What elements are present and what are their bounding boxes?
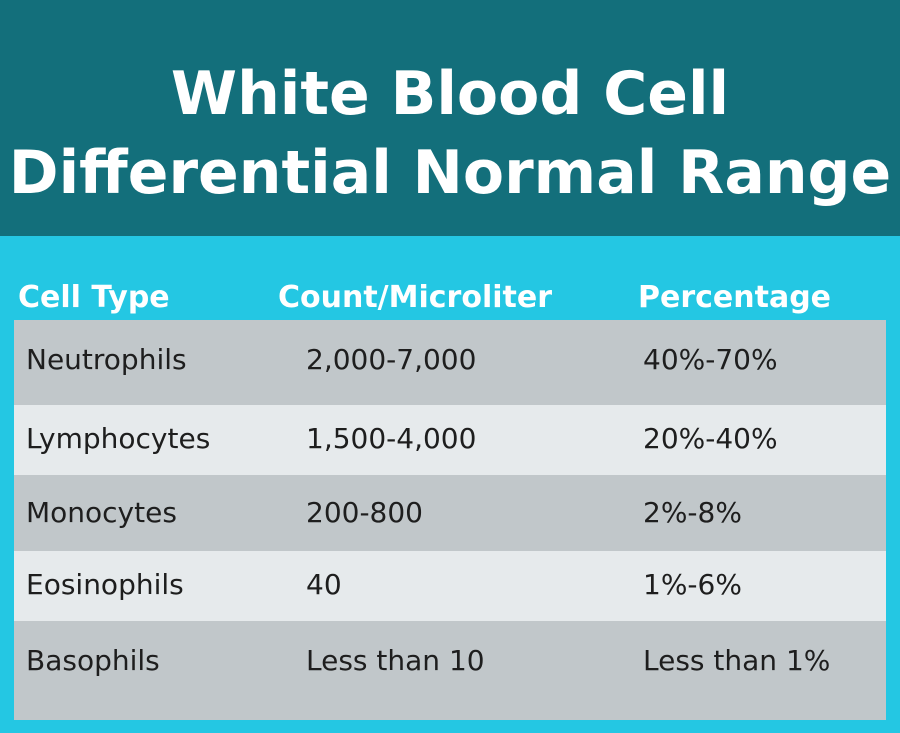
percentage-value: 40%-70% bbox=[643, 343, 778, 376]
table-row: Lymphocytes 1,500-4,000 20%-40% bbox=[14, 405, 886, 475]
cell-type-value: Monocytes bbox=[26, 496, 177, 529]
percentage-value: 1%-6% bbox=[643, 568, 742, 601]
column-header-percentage: Percentage bbox=[638, 280, 832, 315]
count-value: 2,000-7,000 bbox=[306, 343, 477, 376]
table-row: Monocytes 200-800 2%-8% bbox=[14, 475, 886, 551]
percentage-value: 20%-40% bbox=[643, 422, 778, 455]
table-row: Neutrophils 2,000-7,000 40%-70% bbox=[14, 320, 886, 405]
percentage-value: 2%-8% bbox=[643, 496, 742, 529]
cell-type-value: Neutrophils bbox=[26, 343, 187, 376]
count-value: 1,500-4,000 bbox=[306, 422, 477, 455]
cell-type-value: Lymphocytes bbox=[26, 422, 211, 455]
count-value: 40 bbox=[306, 568, 342, 601]
count-value: 200-800 bbox=[306, 496, 423, 529]
title-banner: White Blood Cell Differential Normal Ran… bbox=[0, 0, 900, 236]
column-header-cell-type: Cell Type bbox=[18, 280, 170, 315]
table-row: Basophils Less than 10 Less than 1% bbox=[14, 621, 886, 720]
range-table: Neutrophils 2,000-7,000 40%-70% Lymphocy… bbox=[14, 320, 886, 720]
percentage-value: Less than 1% bbox=[643, 644, 831, 677]
table-row: Eosinophils 40 1%-6% bbox=[14, 551, 886, 621]
cell-type-value: Basophils bbox=[26, 644, 160, 677]
page-title-line-1: White Blood Cell bbox=[170, 59, 730, 129]
page-title-line-2: Differential Normal Range bbox=[8, 138, 892, 208]
column-header-count: Count/Microliter bbox=[278, 280, 553, 315]
cell-type-value: Eosinophils bbox=[26, 568, 184, 601]
count-value: Less than 10 bbox=[306, 644, 485, 677]
